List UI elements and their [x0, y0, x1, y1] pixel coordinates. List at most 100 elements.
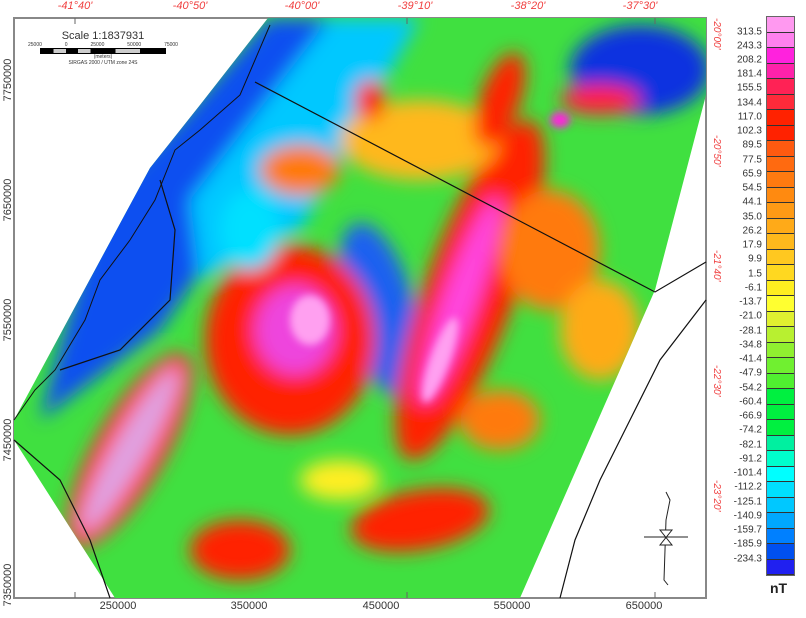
- legend-label: -41.4: [739, 353, 762, 365]
- latitude-label: -20°00': [711, 18, 722, 50]
- legend-swatch: [767, 125, 794, 141]
- legend-label: -82.1: [739, 439, 762, 451]
- legend-swatch: [767, 48, 794, 64]
- legend-swatch: [767, 187, 794, 203]
- legend-label: 17.9: [742, 239, 762, 251]
- legend-label: 117.0: [737, 111, 762, 123]
- legend-label: 44.1: [742, 196, 762, 208]
- legend-label: 208.2: [736, 54, 762, 66]
- longitude-label: -40°00': [284, 0, 320, 12]
- longitude-label: -39°10': [397, 0, 433, 12]
- latitude-label: -23°20': [711, 480, 722, 512]
- north-arrow-icon: [644, 491, 688, 586]
- easting-label: 650000: [625, 600, 663, 612]
- legend-label: 9.9: [748, 253, 762, 265]
- scale-title: Scale 1:1837931: [61, 30, 145, 42]
- legend-label: -66.9: [739, 410, 762, 422]
- legend-swatch: [767, 32, 794, 48]
- legend-swatch: [767, 17, 794, 33]
- legend-label: 26.2: [742, 225, 762, 237]
- boundary-lines: [13, 24, 707, 599]
- legend-label: 134.4: [736, 97, 762, 109]
- longitude-label: -40°50': [172, 0, 208, 12]
- legend-swatch: [767, 373, 794, 389]
- northing-label: 7750000: [2, 58, 14, 102]
- legend-swatch: [767, 63, 794, 79]
- scale-bar-graphic: [40, 48, 166, 54]
- legend-label: 89.5: [742, 139, 762, 151]
- color-legend: [766, 16, 795, 576]
- legend-swatch: [767, 311, 794, 327]
- scale-tick: 25000: [28, 42, 42, 48]
- legend-swatch: [767, 327, 794, 343]
- legend-label: -159.7: [733, 524, 762, 536]
- legend-label: -47.9: [739, 367, 762, 379]
- legend-swatch: [767, 404, 794, 420]
- northing-label: 7350000: [2, 563, 14, 607]
- legend-label: 65.9: [742, 168, 762, 180]
- legend-label: 102.3: [736, 125, 762, 137]
- legend-label: 77.5: [742, 154, 762, 166]
- scale-units: (meters): [93, 54, 113, 60]
- legend-label: 181.4: [736, 68, 762, 80]
- legend-swatch: [767, 218, 794, 234]
- legend-swatch: [767, 110, 794, 126]
- longitude-label: -38°20': [510, 0, 546, 12]
- legend-swatch: [767, 466, 794, 482]
- longitude-label: -41°40': [57, 0, 93, 12]
- legend-swatch: [767, 249, 794, 265]
- legend-swatch: [767, 172, 794, 188]
- legend-swatch: [767, 156, 794, 172]
- legend-label: -54.2: [739, 382, 762, 394]
- latitude-label: -21°40': [711, 250, 722, 282]
- legend-swatch: [767, 94, 794, 110]
- legend-label: -234.3: [733, 553, 762, 564]
- legend-label: 155.5: [736, 82, 762, 94]
- legend-swatch: [767, 497, 794, 513]
- scale-tick: 50000: [127, 42, 142, 48]
- legend-swatch: [767, 559, 794, 575]
- legend-label: -101.4: [733, 467, 762, 479]
- legend-label: -21.0: [739, 310, 762, 322]
- legend-label: 1.5: [748, 268, 762, 280]
- legend-swatch: [767, 389, 794, 405]
- legend-swatch: [767, 420, 794, 436]
- legend-swatch: [767, 234, 794, 250]
- easting-label: 550000: [493, 600, 531, 612]
- legend-label: -60.4: [739, 396, 762, 408]
- legend-label: 35.0: [742, 211, 762, 223]
- legend-swatch: [767, 296, 794, 312]
- legend-swatch: [767, 358, 794, 374]
- legend-unit: nT: [770, 580, 788, 596]
- legend-label: -125.1: [733, 496, 762, 508]
- legend-swatch: [767, 435, 794, 451]
- legend-swatch: [767, 528, 794, 544]
- northing-label: 7450000: [2, 418, 14, 462]
- legend-swatch: [767, 265, 794, 281]
- legend-swatch: [767, 482, 794, 498]
- legend-label: 54.5: [742, 182, 762, 194]
- scale-bar: Scale 1:1837931 25000 0 25000 50000 7500…: [28, 30, 178, 66]
- frame-ticks: [74, 18, 656, 598]
- legend-label: 313.5: [736, 26, 762, 37]
- legend-swatch: [767, 451, 794, 467]
- legend-swatch: [767, 513, 794, 529]
- scale-tick: 0: [64, 42, 68, 48]
- legend-label: -6.1: [744, 282, 762, 294]
- scale-tick: 25000: [90, 42, 105, 48]
- legend-label: 243.3: [736, 40, 762, 52]
- legend-label: -185.9: [733, 538, 762, 550]
- northing-label: 7650000: [2, 178, 14, 222]
- legend-swatch: [767, 342, 794, 358]
- easting-label: 250000: [99, 600, 137, 612]
- longitude-label: -37°30': [622, 0, 658, 12]
- legend-label: -13.7: [739, 296, 762, 308]
- latitude-label: -22°30': [711, 365, 722, 397]
- scale-tick: 75000: [164, 42, 178, 48]
- legend-swatch: [767, 544, 794, 560]
- easting-label: 450000: [362, 600, 400, 612]
- legend-swatch: [767, 280, 794, 296]
- easting-label: 350000: [230, 600, 268, 612]
- northing-label: 7550000: [2, 298, 14, 342]
- legend-swatch: [767, 203, 794, 219]
